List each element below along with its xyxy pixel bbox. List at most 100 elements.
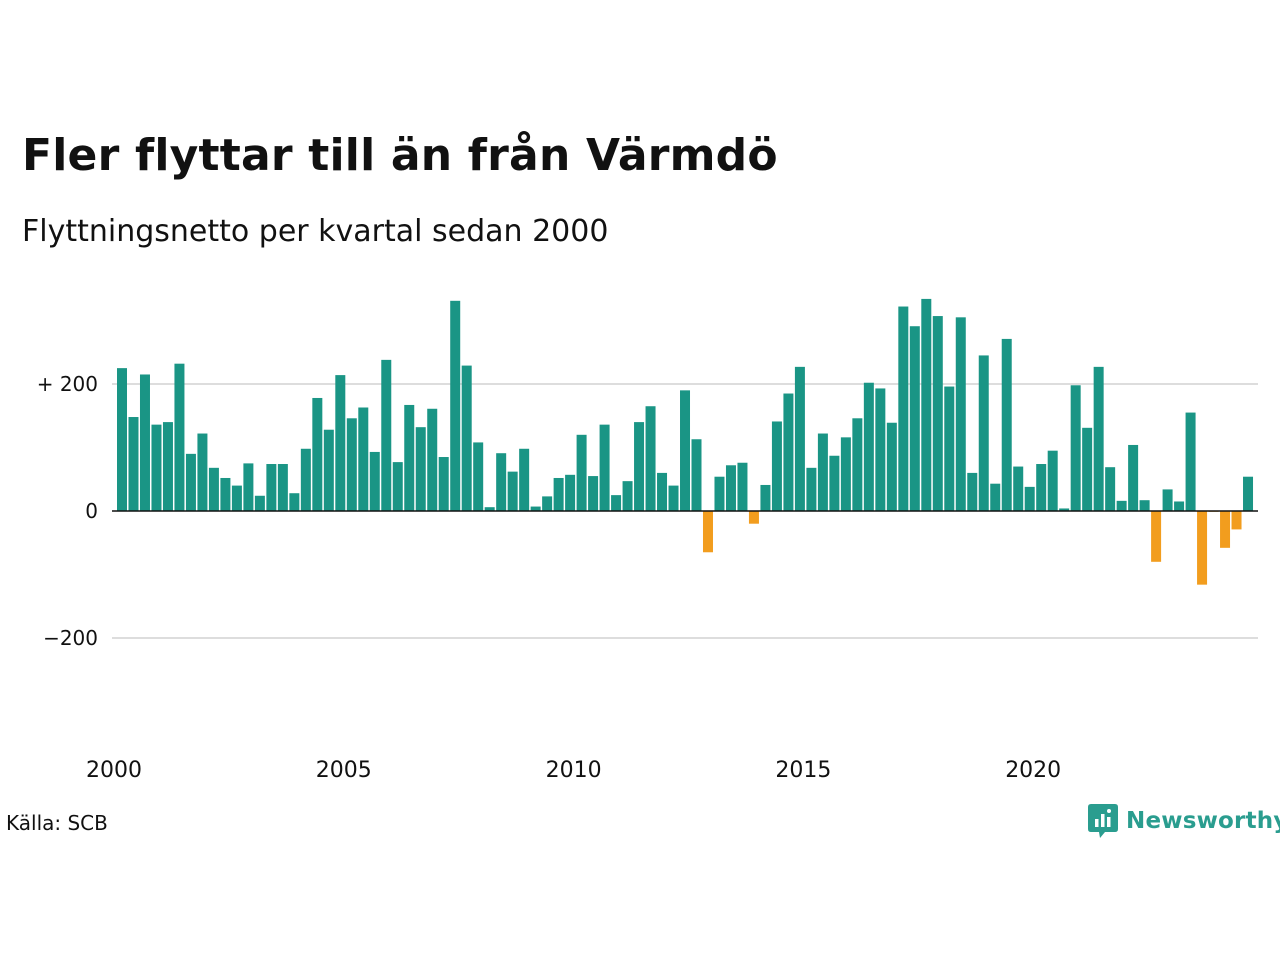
bar-positive: [266, 464, 277, 511]
bar-positive: [622, 481, 633, 511]
bar-positive: [944, 386, 955, 511]
bar-positive: [519, 448, 530, 511]
bar-positive: [737, 462, 748, 511]
bar-positive: [806, 467, 817, 511]
bar-positive: [990, 483, 1001, 511]
brand-name: Newsworthy: [1126, 808, 1280, 834]
bar-positive: [1001, 338, 1012, 511]
bar-positive: [162, 422, 173, 511]
bar-positive: [955, 317, 966, 511]
bar-positive: [220, 477, 231, 511]
bar-positive: [1174, 501, 1185, 512]
bars: [117, 298, 1254, 585]
bar-positive: [588, 476, 599, 511]
bar-positive: [450, 300, 461, 511]
bar-positive: [909, 326, 920, 511]
y-tick-label: −200: [43, 626, 98, 650]
bar-positive: [128, 417, 139, 511]
bar-positive: [208, 467, 219, 511]
bar-positive: [231, 485, 242, 511]
bar-positive: [1116, 500, 1127, 511]
bar-positive: [1128, 444, 1139, 511]
bar-negative: [1220, 511, 1231, 548]
bar-positive: [714, 476, 725, 511]
bar-positive: [657, 472, 668, 511]
gridlines: [112, 383, 1258, 639]
y-tick-label: + 200: [37, 372, 98, 396]
bar-positive: [691, 439, 702, 511]
bar-positive: [151, 424, 162, 511]
bar-positive: [484, 507, 495, 511]
bar-positive: [346, 418, 357, 511]
bar-positive: [542, 496, 553, 511]
bar-positive: [473, 442, 484, 511]
bar-positive: [1139, 500, 1150, 511]
bar-positive: [254, 495, 265, 511]
bar-positive: [1162, 489, 1173, 511]
bar-positive: [725, 465, 736, 511]
bar-positive: [634, 422, 645, 511]
y-axis-ticks: + 200 0 −200: [37, 372, 98, 650]
bar-positive: [817, 433, 828, 511]
bar-positive: [117, 368, 127, 512]
bar-positive: [197, 433, 208, 511]
bar-positive: [438, 457, 449, 511]
bar-positive: [358, 407, 369, 511]
bar-positive: [680, 390, 691, 511]
bar-positive: [1082, 427, 1093, 511]
bar-positive: [978, 355, 989, 511]
bar-positive: [243, 463, 254, 512]
newsworthy-logo-icon: [1088, 804, 1118, 838]
bar-positive: [507, 471, 518, 511]
bar-positive: [335, 375, 346, 511]
chart-subtitle: Flyttningsnetto per kvartal sedan 2000: [22, 214, 609, 249]
bar-negative: [1231, 511, 1242, 530]
bar-positive: [289, 493, 300, 511]
bar-positive: [174, 363, 185, 511]
bar-positive: [1024, 486, 1035, 511]
bar-positive: [611, 495, 622, 512]
bar-positive: [886, 422, 897, 512]
bar-positive: [576, 434, 587, 511]
bar-negative: [1151, 511, 1162, 562]
bar-positive: [312, 397, 323, 511]
bar-positive: [599, 424, 610, 511]
bar-positive: [852, 418, 863, 511]
bar-positive: [794, 366, 805, 512]
x-tick-label: 2000: [86, 758, 142, 783]
bar-positive: [277, 464, 288, 511]
bar-positive: [530, 506, 541, 512]
x-tick-label: 2005: [316, 758, 372, 783]
bar-positive: [300, 448, 311, 511]
bar-positive: [932, 316, 943, 511]
bar-positive: [771, 421, 782, 511]
bar-positive: [921, 298, 932, 511]
bar-positive: [369, 451, 380, 511]
bar-positive: [863, 382, 874, 511]
y-tick-label: 0: [85, 499, 98, 523]
bar-positive: [829, 455, 840, 511]
bar-positive: [496, 453, 507, 511]
bar-positive: [760, 484, 771, 511]
bar-positive: [1243, 476, 1254, 511]
bar-positive: [898, 306, 909, 511]
x-tick-label: 2010: [546, 758, 602, 783]
bar-positive: [1059, 508, 1070, 511]
bar-positive: [404, 404, 415, 511]
bar-positive: [1185, 412, 1196, 511]
bar-positive: [967, 472, 978, 511]
source-note: Källa: SCB: [6, 811, 108, 835]
chart-title: Fler flyttar till än från Värmdö: [22, 130, 778, 181]
bar-positive: [1013, 466, 1024, 511]
bar-positive: [1047, 450, 1058, 512]
bar-positive: [323, 429, 334, 511]
bar-positive: [185, 453, 196, 511]
bar-positive: [1070, 385, 1081, 511]
bar-positive: [565, 474, 576, 512]
bar-positive: [139, 374, 150, 512]
bar-positive: [461, 365, 472, 511]
bar-positive: [783, 393, 794, 511]
bar-positive: [840, 437, 851, 511]
bar-positive: [668, 485, 679, 511]
